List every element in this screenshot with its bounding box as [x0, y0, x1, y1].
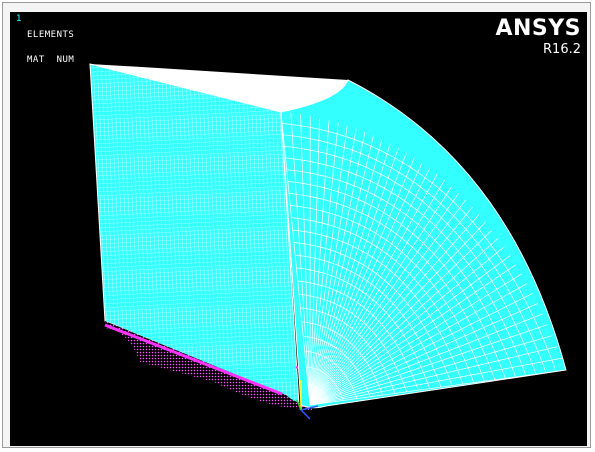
mesh-radial-line [309, 303, 538, 406]
mesh-radial-line [309, 168, 431, 406]
mesh-radial-line [309, 135, 374, 406]
graphics-window-frame: 1 ELEMENTS MAT NUM ANSYS R16.2 [2, 2, 591, 448]
mesh-ring-line [284, 145, 537, 375]
mesh-radial-line [309, 206, 473, 406]
mesh-ring-line [290, 205, 485, 382]
mesh-ring-line [293, 242, 453, 386]
plot-subtitle-label: MAT NUM [27, 55, 75, 65]
mesh-radial-line [300, 114, 311, 406]
mesh-ring-line [292, 229, 464, 385]
mesh-ring-line [304, 350, 358, 399]
mesh-radial-line [309, 255, 511, 406]
mesh-ring-line [295, 254, 442, 388]
mesh-plot[interactable] [10, 12, 587, 446]
mesh-ring-line [301, 321, 384, 396]
mesh-radial-line [309, 238, 499, 406]
graphics-viewport[interactable]: 1 ELEMENTS MAT NUM ANSYS R16.2 [10, 12, 587, 446]
mesh-radial-line [280, 111, 311, 406]
mesh-ring-line [307, 383, 329, 403]
mesh-radial-line [309, 324, 548, 406]
mesh-radial-line [309, 199, 466, 406]
mesh-ring-line [298, 293, 408, 392]
mesh-ring-line [300, 307, 396, 394]
release-label: R16.2 [543, 42, 581, 57]
mesh-radial-line [309, 120, 330, 406]
mesh-radial-line [309, 152, 407, 406]
plot-type-label: ELEMENTS [27, 30, 75, 40]
mesh-radial-line [309, 125, 348, 406]
mesh-radial-line [309, 293, 533, 406]
mesh-radial-line [309, 313, 543, 406]
mesh-radial-line [309, 147, 399, 406]
mesh-radial-line [309, 122, 339, 406]
mesh-radial-line [309, 246, 505, 406]
coordinate-triad-icon [296, 380, 319, 420]
mesh-radial-line [309, 186, 453, 406]
window-number: 1 [16, 14, 22, 24]
block-front-face [89, 63, 300, 407]
mesh-radial-line [309, 162, 423, 406]
mesh-radial-line [309, 118, 321, 406]
mesh-radial-line [309, 273, 522, 406]
block-top-face [90, 64, 348, 112]
mesh-ring-line [303, 335, 371, 397]
mesh-radial-line [309, 357, 562, 406]
mesh-ring-line [289, 193, 496, 380]
mesh-ring-line [282, 123, 557, 372]
material-2-boundary [104, 323, 283, 396]
mesh-radial-line [309, 192, 460, 406]
mesh-radial-line [309, 264, 517, 406]
mesh-radial-line [309, 128, 357, 406]
mesh-ring-line [297, 280, 419, 391]
mesh-ring-line [286, 169, 516, 378]
mesh-radial-line [309, 335, 553, 406]
ansys-logo: ANSYS [495, 16, 581, 41]
mesh-radial-line [309, 173, 438, 406]
mesh-ring-line [283, 134, 547, 373]
mesh-radial-line [309, 369, 567, 406]
mesh-ring-line [291, 217, 475, 383]
mesh-radial-line [290, 113, 311, 406]
mesh-radial-line [309, 131, 366, 406]
mesh-radial-line [309, 346, 558, 406]
mesh-radial-line [309, 229, 493, 406]
mesh-radial-line [309, 139, 383, 406]
mesh-radial-line [309, 157, 415, 406]
mesh-ring-line [285, 157, 527, 376]
mesh-radial-line [309, 221, 486, 406]
mesh-radial-line [309, 214, 480, 406]
quarter-disk-mesh [280, 79, 567, 409]
mesh-ring-line [287, 181, 506, 379]
mesh-radial-line [309, 283, 528, 406]
mesh-ring-line [296, 267, 431, 389]
mesh-radial-line [309, 143, 391, 406]
mesh-radial-line [309, 180, 445, 406]
mesh-ring-line [306, 366, 344, 401]
